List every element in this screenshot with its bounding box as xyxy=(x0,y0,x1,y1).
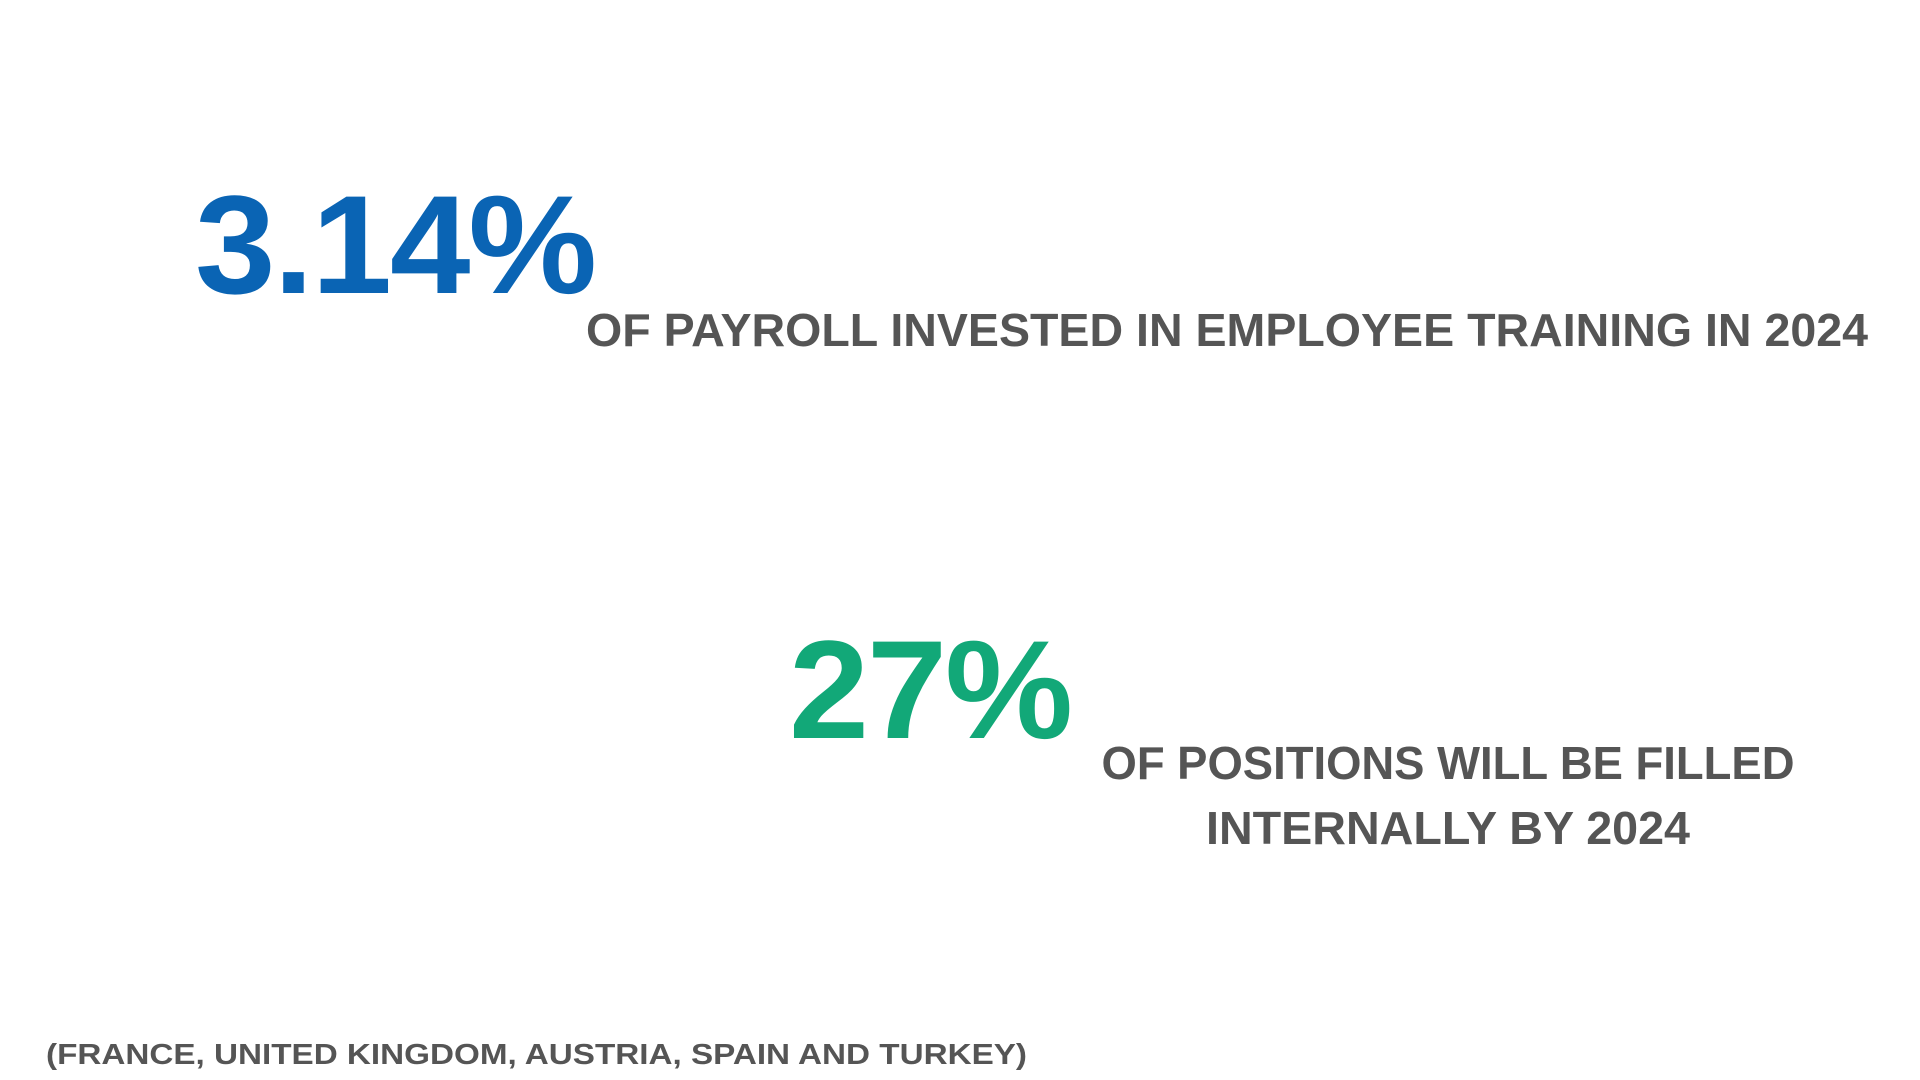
stat-value: 3.14% xyxy=(195,166,595,323)
stat-description: OF POSITIONS WILL BE FILLED xyxy=(1102,737,1795,789)
stat-description: INTERNALLY BY 2024 xyxy=(1206,802,1690,854)
footnote: (FRANCE, UNITED KINGDOM, AUSTRIA, SPAIN … xyxy=(46,1039,1027,1071)
stat-value: 27% xyxy=(789,611,1071,768)
stat-description: OF PAYROLL INVESTED IN EMPLOYEE TRAINING… xyxy=(586,304,1868,356)
